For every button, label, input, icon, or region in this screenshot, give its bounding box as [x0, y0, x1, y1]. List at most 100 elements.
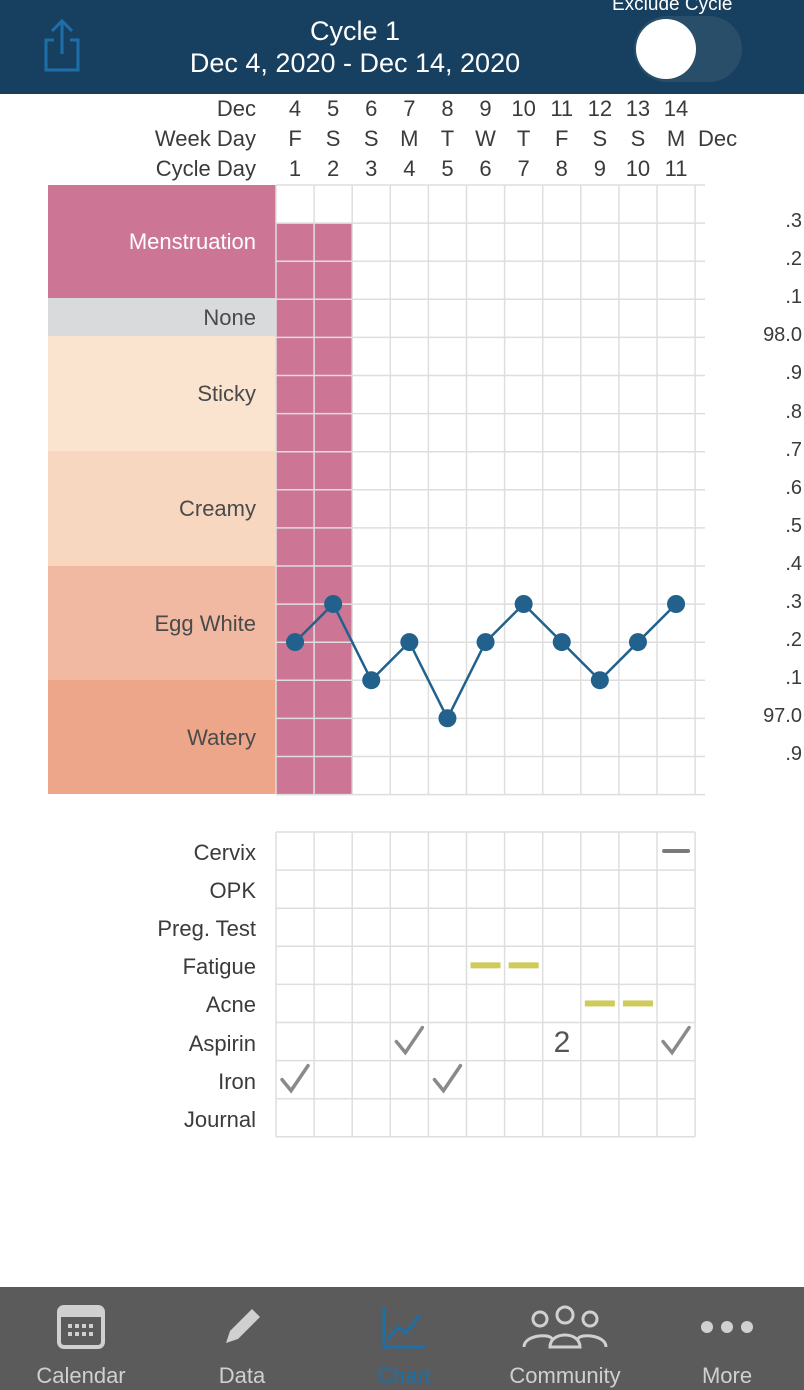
exclude-cycle-toggle[interactable] — [634, 16, 742, 82]
temp-axis-label: 98.0 — [763, 324, 802, 347]
toggle-knob — [636, 19, 696, 79]
day-date: 9 — [479, 96, 492, 121]
temperature-point[interactable] — [400, 633, 419, 652]
day-weekday: M — [666, 126, 686, 151]
day-cycle-number: 11 — [664, 156, 688, 181]
temperature-point[interactable] — [514, 595, 533, 613]
checkmark-icon — [661, 1025, 691, 1056]
day-cycle-number: 2 — [327, 156, 340, 181]
symptom-label: Acne — [205, 992, 256, 1018]
day-cycle-number: 8 — [555, 156, 568, 181]
day-date: 6 — [365, 96, 378, 121]
day-weekday: T — [440, 126, 455, 151]
day-date: 10 — [511, 96, 536, 121]
temperature-point[interactable] — [324, 595, 343, 613]
temp-axis-label: .5 — [785, 514, 802, 537]
day-weekday: S — [363, 126, 379, 151]
symptom-grid[interactable] — [0, 820, 804, 1140]
tab-chart-label: Chart — [377, 1363, 431, 1388]
tab-calendar-label: Calendar — [36, 1363, 126, 1388]
temperature-point[interactable] — [552, 633, 571, 652]
temp-axis-label: .8 — [785, 400, 802, 423]
weekday-label: Week Day — [154, 126, 256, 151]
temperature-point[interactable] — [476, 633, 495, 652]
symptom-bar — [470, 962, 501, 969]
more-icon — [701, 1321, 753, 1333]
temperature-point[interactable] — [628, 633, 647, 652]
temp-axis-label: .1 — [785, 667, 802, 690]
day-date: 7 — [403, 96, 416, 121]
exclude-cycle-label: Exclude Cycle — [612, 0, 733, 15]
day-date: 13 — [625, 96, 651, 121]
checkmark-icon — [394, 1025, 425, 1056]
cycle-day-label: Cycle Day — [155, 156, 256, 181]
tab-community[interactable]: Community — [490, 1287, 640, 1390]
menstruation-day-fill — [276, 223, 315, 794]
day-cycle-number: 3 — [365, 156, 378, 181]
band-menstruation-label: Menstruation — [128, 229, 256, 254]
band-none: None — [48, 298, 276, 336]
symptom-label: Preg. Test — [157, 916, 256, 942]
day-weekday: W — [475, 126, 496, 151]
share-icon[interactable] — [40, 18, 84, 74]
temp-axis-label: .2 — [785, 248, 802, 271]
day-cycle-number: 4 — [403, 156, 416, 181]
band-sticky: Sticky — [48, 336, 276, 451]
temp-axis-label: .3 — [785, 591, 802, 613]
tab-data[interactable]: Data — [167, 1287, 317, 1390]
cycle-title: Cycle 1 — [309, 16, 401, 46]
symptom-label: Cervix — [193, 840, 256, 865]
temp-axis-label: 97.0 — [763, 705, 802, 728]
symptom-label: Fatigue — [182, 954, 256, 980]
day-weekday: S — [592, 126, 608, 151]
right-month-label: Dec — [698, 126, 738, 151]
temperature-point[interactable] — [286, 633, 305, 652]
symptom-bar — [622, 1000, 653, 1007]
temperature-point[interactable] — [362, 671, 381, 690]
day-weekday: M — [400, 126, 419, 151]
symptom-bar — [508, 962, 539, 969]
temperature-point[interactable] — [438, 709, 457, 728]
day-date: 11 — [550, 96, 574, 121]
temp-axis-label: .9 — [785, 743, 802, 766]
day-cycle-number: 1 — [288, 156, 302, 181]
temp-axis-label: .1 — [785, 286, 802, 309]
band-none-label: None — [203, 305, 256, 330]
temp-axis-label: .3 — [785, 210, 802, 232]
community-icon — [522, 1305, 608, 1349]
nav-header: Cycle 1 Dec 4, 2020 - Dec 14, 2020 Exclu… — [0, 0, 804, 94]
day-weekday: T — [516, 126, 531, 151]
day-cycle-number: 7 — [517, 156, 530, 181]
day-weekday: F — [555, 126, 569, 151]
day-date: 5 — [327, 96, 340, 121]
band-creamy: Creamy — [48, 451, 276, 566]
day-cycle-number: 5 — [441, 156, 454, 181]
symptom-bar — [584, 1000, 615, 1007]
day-weekday: F — [288, 126, 302, 151]
symptom-label: Iron — [218, 1068, 256, 1094]
symptom-label: Journal — [183, 1106, 256, 1132]
tab-calendar[interactable]: Calendar — [6, 1287, 156, 1390]
temp-axis-label: .6 — [785, 476, 802, 499]
tab-bar: Calendar Data Chart Community More — [0, 1287, 804, 1390]
band-egg-white: Egg White — [48, 566, 276, 680]
day-date: 4 — [288, 96, 302, 121]
day-date: 14 — [663, 96, 689, 121]
band-menstruation: Menstruation — [48, 185, 276, 298]
checkmark-icon — [432, 1063, 463, 1094]
day-cycle-number: 6 — [479, 156, 492, 181]
tab-chart[interactable]: Chart — [329, 1287, 479, 1390]
month-label: Dec — [216, 96, 256, 121]
day-cycle-number: 9 — [593, 156, 606, 181]
tab-more[interactable]: More — [652, 1287, 802, 1390]
day-weekday: S — [325, 126, 341, 151]
symptom-label: OPK — [209, 878, 256, 904]
tab-more-label: More — [701, 1363, 753, 1388]
bbt-chart[interactable] — [0, 180, 804, 980]
chart-icon — [382, 1307, 426, 1349]
temp-axis-label: .9 — [785, 362, 802, 385]
band-creamy-label: Creamy — [178, 496, 256, 521]
temperature-point[interactable] — [667, 595, 686, 613]
checkmark-icon — [280, 1063, 310, 1094]
temperature-point[interactable] — [590, 671, 609, 690]
